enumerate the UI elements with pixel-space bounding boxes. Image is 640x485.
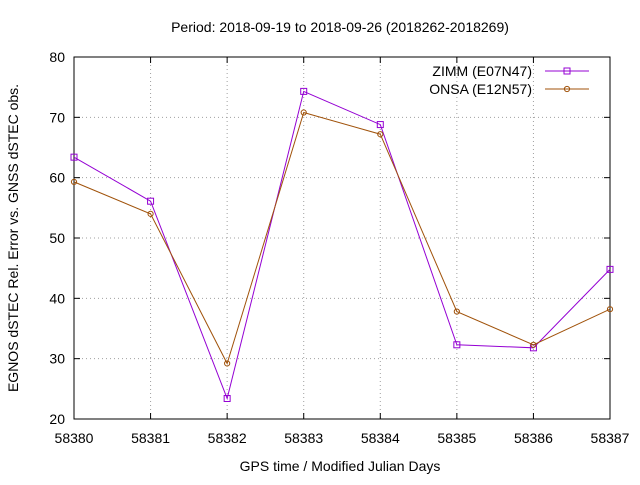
y-tick-label: 80 bbox=[49, 49, 65, 65]
data-point bbox=[70, 153, 78, 161]
data-point bbox=[606, 306, 614, 313]
series-line bbox=[73, 90, 611, 401]
legend: ZIMM (E07N47) ONSA (E12N57) bbox=[429, 63, 589, 97]
series-group bbox=[70, 87, 614, 402]
data-point bbox=[530, 341, 537, 348]
data-point bbox=[223, 394, 231, 402]
x-axis-label: GPS time / Modified Julian Days bbox=[240, 458, 441, 474]
y-tick-label: 30 bbox=[49, 351, 65, 367]
y-tick-label: 70 bbox=[49, 109, 65, 125]
chart-title: Period: 2018-09-19 to 2018-09-26 (201826… bbox=[171, 19, 509, 35]
data-point bbox=[606, 265, 614, 273]
data-point bbox=[300, 109, 307, 116]
data-point bbox=[453, 308, 460, 315]
data-point bbox=[70, 178, 78, 185]
legend-label: ZIMM (E07N47) bbox=[432, 63, 532, 79]
data-point bbox=[453, 341, 461, 349]
x-tick-label: 58380 bbox=[55, 430, 94, 446]
legend-marker bbox=[563, 85, 571, 93]
x-tick-label: 58383 bbox=[284, 430, 323, 446]
y-tick-label: 60 bbox=[49, 170, 65, 186]
x-tick-label: 58386 bbox=[514, 430, 553, 446]
y-tick-label: 40 bbox=[49, 290, 65, 306]
data-point bbox=[224, 360, 231, 367]
series-line bbox=[73, 111, 611, 365]
legend-marker bbox=[563, 67, 571, 75]
legend-label: ONSA (E12N57) bbox=[429, 81, 532, 97]
series-0 bbox=[70, 87, 614, 402]
x-tick-label: 58382 bbox=[208, 430, 247, 446]
series-1 bbox=[70, 109, 614, 367]
y-tick-label: 50 bbox=[49, 230, 65, 246]
grid-lines bbox=[74, 57, 610, 419]
x-tick-label: 58385 bbox=[437, 430, 476, 446]
data-point bbox=[300, 87, 308, 95]
data-point bbox=[147, 197, 155, 205]
data-point bbox=[376, 121, 384, 129]
data-point bbox=[377, 131, 384, 138]
x-tick-label: 58381 bbox=[131, 430, 170, 446]
x-tick-label: 58384 bbox=[361, 430, 400, 446]
axis-ticks: 58380 58381 58382 58383 58384 58385 58386 58387… bbox=[49, 49, 629, 446]
data-point bbox=[147, 210, 154, 217]
x-tick-label: 58387 bbox=[591, 430, 630, 446]
y-tick-label: 20 bbox=[49, 411, 65, 427]
y-axis-label: EGNOS dSTEC Rel. Error vs. GNSS dSTEC ob… bbox=[5, 84, 21, 392]
